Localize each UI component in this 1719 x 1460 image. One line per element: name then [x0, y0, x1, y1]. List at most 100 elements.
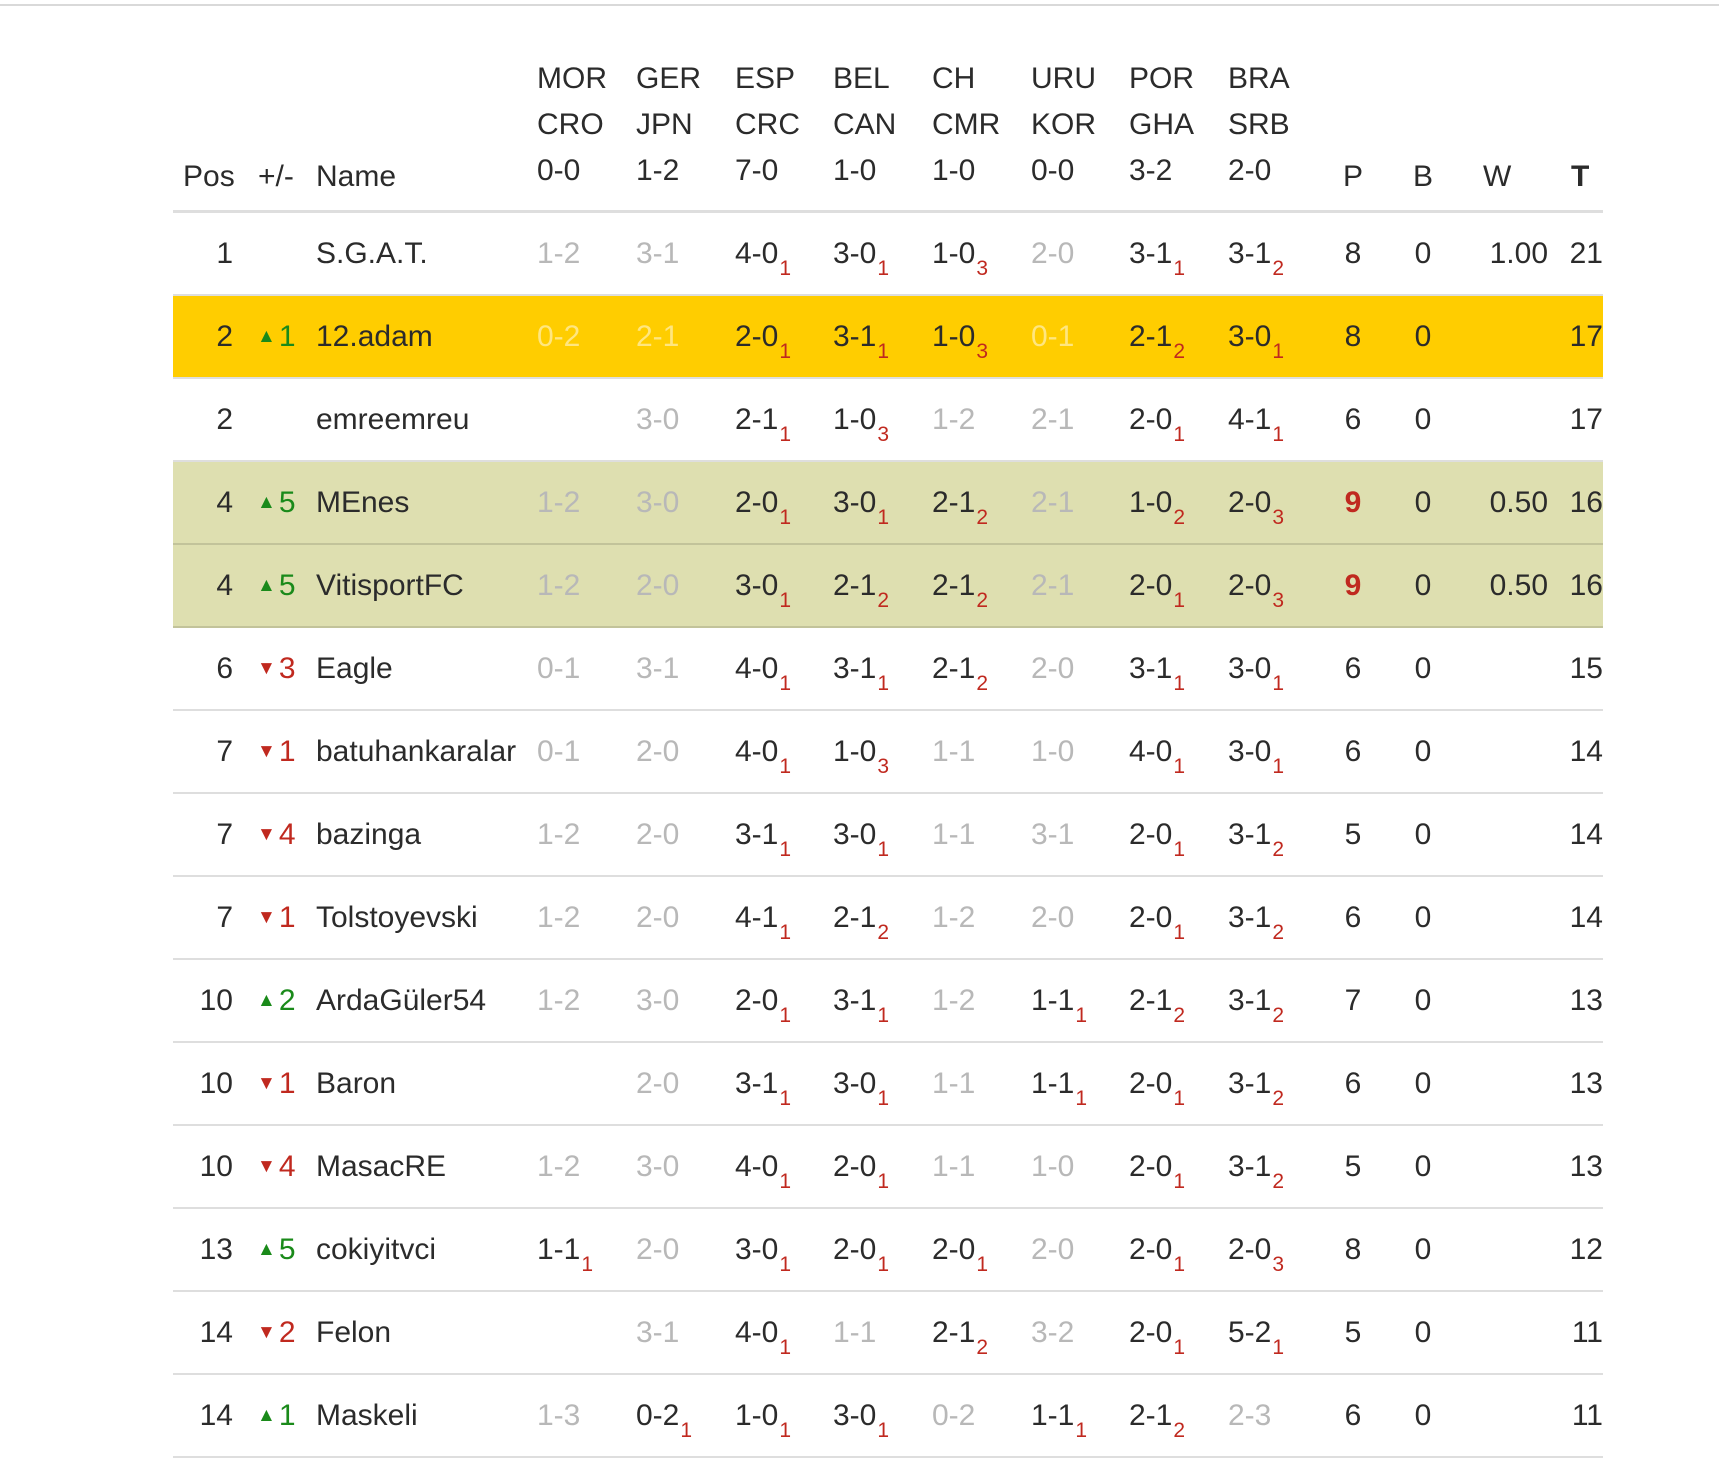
match-header-2[interactable]: ESP CRC 7-0 [735, 56, 800, 194]
prediction-score: 3-1 [1129, 237, 1173, 270]
player-name[interactable]: ArdaGüler54 [316, 984, 487, 1017]
position-change-value: 1 [278, 735, 296, 768]
player-name[interactable]: MasacRE [316, 1150, 447, 1183]
match-header-7[interactable]: BRA SRB 2-0 [1228, 56, 1290, 194]
table-row[interactable]: 7 ▼ 1 Tolstoyevski 1-2 2-0 4-11 2-12 1-2 2-0 2-01 3… [173, 877, 1603, 960]
prediction-points: 2 [1272, 921, 1285, 944]
header-b[interactable]: B [1413, 160, 1434, 193]
prediction-points: 1 [877, 1087, 890, 1110]
prediction-score: 2-0 [735, 320, 779, 353]
prediction-score: 4-0 [1129, 735, 1173, 768]
arrow-up-icon: ▲ [257, 1239, 276, 1260]
table-row[interactable]: 14 ▼ 2 Felon 3-1 4-01 1-1 2-12 3-2 2-01 5-21 5 0 11 [173, 1292, 1603, 1375]
prediction-cell: 3-1 [1031, 794, 1074, 875]
prediction-score: 2-0 [636, 1233, 680, 1266]
bonus-b: 0 [1414, 1150, 1432, 1183]
prediction-score: 1-3 [537, 1399, 581, 1432]
player-name[interactable]: MEnes [316, 486, 410, 519]
match-header-6[interactable]: POR GHA 3-2 [1129, 56, 1194, 194]
match-score: 0-0 [1031, 154, 1075, 187]
prediction-cell: 2-01 [735, 296, 791, 380]
table-row[interactable]: 10 ▲ 2 ArdaGüler54 1-2 3-0 2-01 3-11 1-2 1-11 2-12… [173, 960, 1603, 1043]
player-name[interactable]: S.G.A.T. [316, 237, 428, 270]
match-header-4[interactable]: CH CMR 1-0 [932, 56, 1000, 194]
position-change: ▼ 1 [257, 711, 317, 796]
prediction-score: 0-1 [537, 652, 581, 685]
position-change-value: 1 [278, 1067, 296, 1100]
prediction-score: 1-2 [932, 901, 976, 934]
bonus-b: 0 [1414, 403, 1432, 436]
prediction-cell: 2-0 [1031, 877, 1074, 958]
prediction-points: 1 [779, 1253, 792, 1276]
player-name[interactable]: Felon [316, 1316, 392, 1349]
header-w[interactable]: W [1483, 160, 1512, 193]
prediction-cell: 4-01 [735, 711, 791, 795]
table-row[interactable]: 1 S.G.A.T. 1-2 3-1 4-01 3-01 1-03 2-0 3-11 3-12 8 0… [173, 213, 1603, 296]
player-name[interactable]: Eagle [316, 652, 393, 685]
match-home: MOR [537, 62, 607, 95]
prediction-cell: 3-12 [1228, 960, 1284, 1044]
header-t[interactable]: T [1571, 160, 1590, 193]
table-row[interactable]: 10 ▼ 4 MasacRE 1-2 3-0 4-01 2-01 1-1 1-0 2-01 3-12 5… [173, 1126, 1603, 1209]
prediction-cell: 2-12 [1129, 1375, 1185, 1459]
player-name[interactable]: bazinga [316, 818, 422, 851]
prediction-points: 3 [976, 340, 989, 363]
table-row[interactable]: 14 ▲ 1 Maskeli 1-3 0-21 1-01 3-01 0-2 1-11 2-12 2-3… [173, 1375, 1603, 1458]
total-t: 21 [1569, 237, 1603, 270]
header-pos[interactable]: Pos [183, 160, 235, 193]
prediction-cell: 2-12 [1129, 960, 1185, 1044]
prediction-points: 1 [779, 755, 792, 778]
match-score: 7-0 [735, 154, 779, 187]
prediction-score: 3-1 [1228, 1150, 1272, 1183]
player-name[interactable]: Tolstoyevski [316, 901, 478, 934]
total-t: 12 [1569, 1233, 1603, 1266]
table-row[interactable]: 10 ▼ 1 Baron 2-0 3-11 3-01 1-1 1-11 2-01 3-12 6 0 13 [173, 1043, 1603, 1126]
table-row[interactable]: 2 emreemreu 3-0 2-11 1-03 1-2 2-1 2-01 4-11 6 0 17 [173, 379, 1603, 462]
prediction-cell: 2-12 [1129, 296, 1185, 380]
prediction-score: 1-2 [537, 486, 581, 519]
prediction-score: 1-1 [1031, 1067, 1075, 1100]
match-away: KOR [1031, 108, 1097, 141]
arrow-down-icon: ▼ [257, 1156, 276, 1177]
header-name[interactable]: Name [316, 160, 397, 193]
prediction-points: 1 [680, 1419, 693, 1442]
player-name[interactable]: 12.adam [316, 320, 433, 353]
table-row[interactable]: 2 ▲ 1 12.adam 0-2 2-1 2-01 3-11 1-03 0-1 2-12 3-01 8… [173, 296, 1603, 379]
match-header-0[interactable]: MOR CRO 0-0 [537, 56, 607, 194]
prediction-cell: 0-2 [537, 296, 580, 377]
row-position: 2 [216, 403, 233, 436]
prediction-cell: 1-1 [932, 711, 975, 792]
row-position: 1 [216, 237, 233, 270]
prediction-score: 0-1 [1031, 320, 1075, 353]
player-name[interactable]: cokiyitvci [316, 1233, 437, 1266]
table-row[interactable]: 6 ▼ 3 Eagle 0-1 3-1 4-01 3-11 2-12 2-0 3-11 3-01 6 0 1… [173, 628, 1603, 711]
prediction-cell: 2-01 [735, 960, 791, 1044]
arrow-up-icon: ▲ [257, 492, 276, 513]
match-header-5[interactable]: URU KOR 0-0 [1031, 56, 1096, 194]
header-p[interactable]: P [1343, 160, 1364, 193]
table-row[interactable]: 4 ▲ 5 MEnes 1-2 3-0 2-01 3-01 2-12 2-1 1-02 2-03 9 0 0… [173, 462, 1603, 545]
prediction-points: 1 [1173, 589, 1186, 612]
table-row[interactable]: 7 ▼ 1 batuhankaralar 0-1 2-0 4-01 1-03 1-1 1-0 4-0… [173, 711, 1603, 794]
prediction-score: 2-3 [1228, 1399, 1272, 1432]
match-header-1[interactable]: GER JPN 1-2 [636, 56, 701, 194]
prediction-cell: 3-01 [735, 545, 791, 629]
player-name[interactable]: batuhankaralar [316, 735, 517, 768]
prediction-score: 2-0 [1129, 1150, 1173, 1183]
player-name[interactable]: Maskeli [316, 1399, 418, 1432]
header-change[interactable]: +/- [258, 160, 294, 193]
table-row[interactable]: 7 ▼ 4 bazinga 1-2 2-0 3-11 3-01 1-1 3-1 2-01 3-12 5 0… [173, 794, 1603, 877]
player-name[interactable]: Baron [316, 1067, 397, 1100]
prediction-cell: 1-1 [833, 1292, 876, 1373]
prediction-cell: 3-11 [833, 960, 889, 1044]
table-row[interactable]: 13 ▲ 5 cokiyitvci 1-11 2-0 3-01 2-01 2-01 2-0 2-01… [173, 1209, 1603, 1292]
match-header-3[interactable]: BEL CAN 1-0 [833, 56, 896, 194]
position-change: ▼ 4 [257, 794, 317, 879]
prediction-cell: 3-01 [833, 1375, 889, 1459]
player-name[interactable]: emreemreu [316, 403, 470, 436]
row-position: 10 [199, 1067, 233, 1100]
prediction-cell: 3-01 [1228, 296, 1284, 380]
table-row[interactable]: 4 ▲ 5 VitisportFC 1-2 2-0 3-01 2-12 2-12 2-1 2-01 2… [173, 545, 1603, 628]
prediction-score: 2-0 [735, 984, 779, 1017]
player-name[interactable]: VitisportFC [316, 569, 464, 602]
